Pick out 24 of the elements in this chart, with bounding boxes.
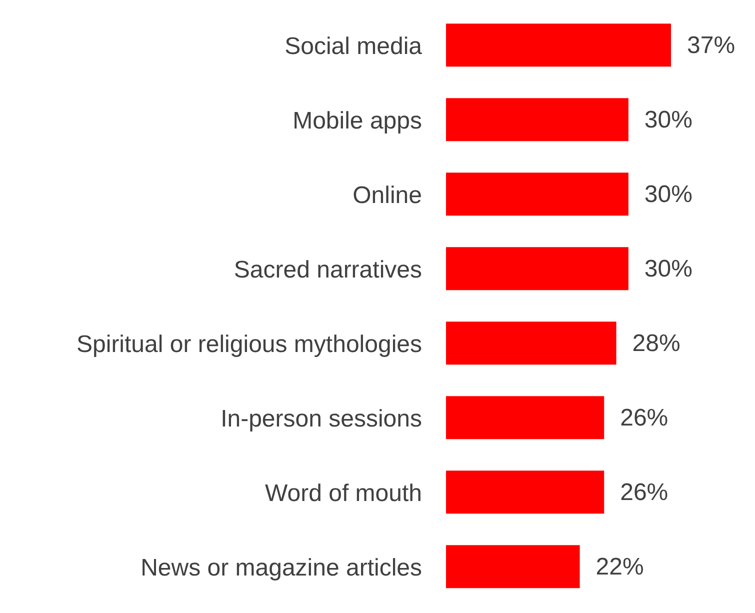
y-tick-label: Word of mouth bbox=[265, 480, 422, 507]
y-tick-label: Spiritual or religious mythologies bbox=[76, 330, 422, 358]
data-label: 26% bbox=[620, 404, 668, 432]
data-label: 26% bbox=[620, 479, 668, 506]
data-label: 30% bbox=[644, 256, 692, 283]
y-tick-label: Sacred narratives bbox=[234, 256, 422, 284]
y-tick-label: Mobile apps bbox=[292, 107, 422, 134]
data-label: 30% bbox=[644, 106, 692, 134]
bar bbox=[446, 470, 604, 514]
bar bbox=[446, 545, 580, 588]
bar bbox=[446, 98, 628, 142]
y-tick-label: Social media bbox=[284, 32, 423, 60]
y-tick-label: In-person sessions bbox=[220, 405, 422, 432]
data-label: 37% bbox=[687, 32, 736, 60]
bar bbox=[446, 172, 628, 216]
data-label: 28% bbox=[632, 330, 680, 358]
bar bbox=[446, 24, 671, 67]
bar bbox=[446, 247, 628, 290]
data-label: 30% bbox=[644, 181, 692, 208]
bar bbox=[446, 322, 616, 365]
bar bbox=[446, 396, 604, 440]
y-tick-label: Online bbox=[352, 182, 422, 209]
data-label: 22% bbox=[596, 554, 644, 581]
y-tick-label: News or magazine articles bbox=[140, 554, 422, 582]
